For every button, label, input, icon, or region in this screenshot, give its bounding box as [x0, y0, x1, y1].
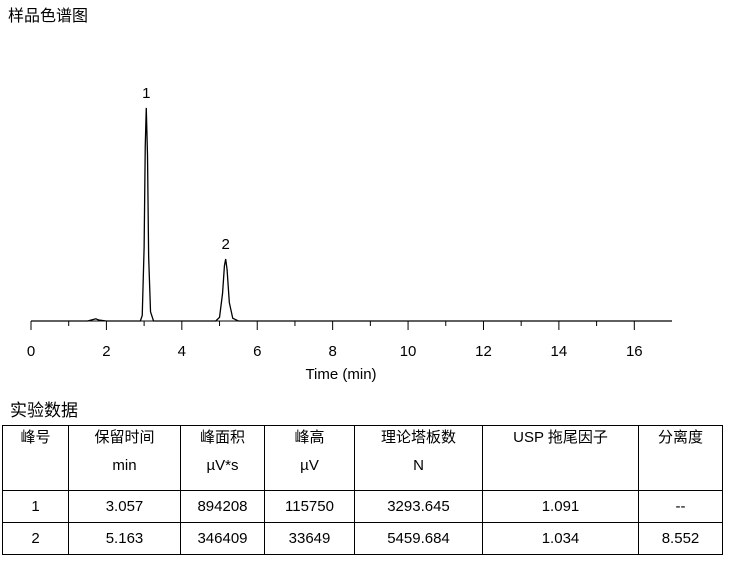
table-cell: 1 [2, 490, 69, 523]
header-text: µV*s [206, 457, 239, 474]
header-text: µV [300, 457, 319, 474]
x-tick-label: 4 [178, 343, 186, 360]
table-cell: 346409 [180, 522, 265, 555]
peak-label: 1 [142, 85, 150, 102]
header-text: USP 拖尾因子 [513, 429, 608, 446]
header-cell: 峰号 [2, 425, 69, 491]
x-tick-label: 10 [400, 343, 417, 360]
x-tick-label: 0 [27, 343, 35, 360]
header-cell: USP 拖尾因子 [482, 425, 639, 491]
table-cell: 115750 [264, 490, 355, 523]
x-tick-label: 14 [551, 343, 568, 360]
header-cell: 保留时间 min [68, 425, 181, 491]
x-tick-label: 6 [253, 343, 261, 360]
x-tick-label: 8 [328, 343, 336, 360]
table-cell: 33649 [264, 522, 355, 555]
table-cell: 894208 [180, 490, 265, 523]
x-axis-label: Time (min) [305, 366, 376, 383]
table-cell: -- [638, 490, 723, 523]
table-cell: 1.091 [482, 490, 639, 523]
header-text: min [112, 457, 137, 474]
table-cell: 5459.684 [354, 522, 483, 555]
table-row: 1 3.057 894208 115750 3293.645 1.091 -- [2, 490, 723, 523]
peak-label: 2 [222, 236, 230, 253]
table-cell: 3293.645 [354, 490, 483, 523]
table-body: 1 3.057 894208 115750 3293.645 1.091 -- 2 5.163 3… [2, 490, 723, 555]
header-cell: 峰高 µV [264, 425, 355, 491]
header-cell: 理论塔板数 N [354, 425, 483, 491]
header-text: 理论塔板数 [380, 429, 456, 446]
header-text: N [413, 457, 424, 474]
table-cell: 8.552 [638, 522, 723, 555]
table-title: 实验数据 [10, 401, 78, 420]
table-row: 2 5.163 346409 33649 5459.684 1.034 8.552 [2, 522, 723, 555]
header-cell: 峰面积 µV*s [180, 425, 265, 491]
table-cell: 3.057 [68, 490, 181, 523]
table-cell: 5.163 [68, 522, 181, 555]
header-text: 峰高 [294, 429, 325, 446]
table-cell: 1.034 [482, 522, 639, 555]
chart-title: 样品色谱图 [8, 7, 88, 25]
header-text: 峰号 [20, 429, 51, 446]
header-text: 保留时间 [94, 429, 155, 446]
trace [31, 107, 672, 322]
header-text: 分离度 [657, 429, 703, 446]
x-tick-label: 16 [626, 343, 643, 360]
x-tick-label: 2 [102, 343, 110, 360]
table-cell: 2 [2, 522, 69, 555]
header-cell: 分离度 [638, 425, 723, 491]
x-tick-label: 12 [475, 343, 492, 360]
header-text: 峰面积 [199, 429, 245, 446]
header-row: 峰号 保留时间 min 峰面积 µV*s 峰高 µV 理论塔板数 N USP 拖尾因子 分离度 [2, 425, 723, 491]
